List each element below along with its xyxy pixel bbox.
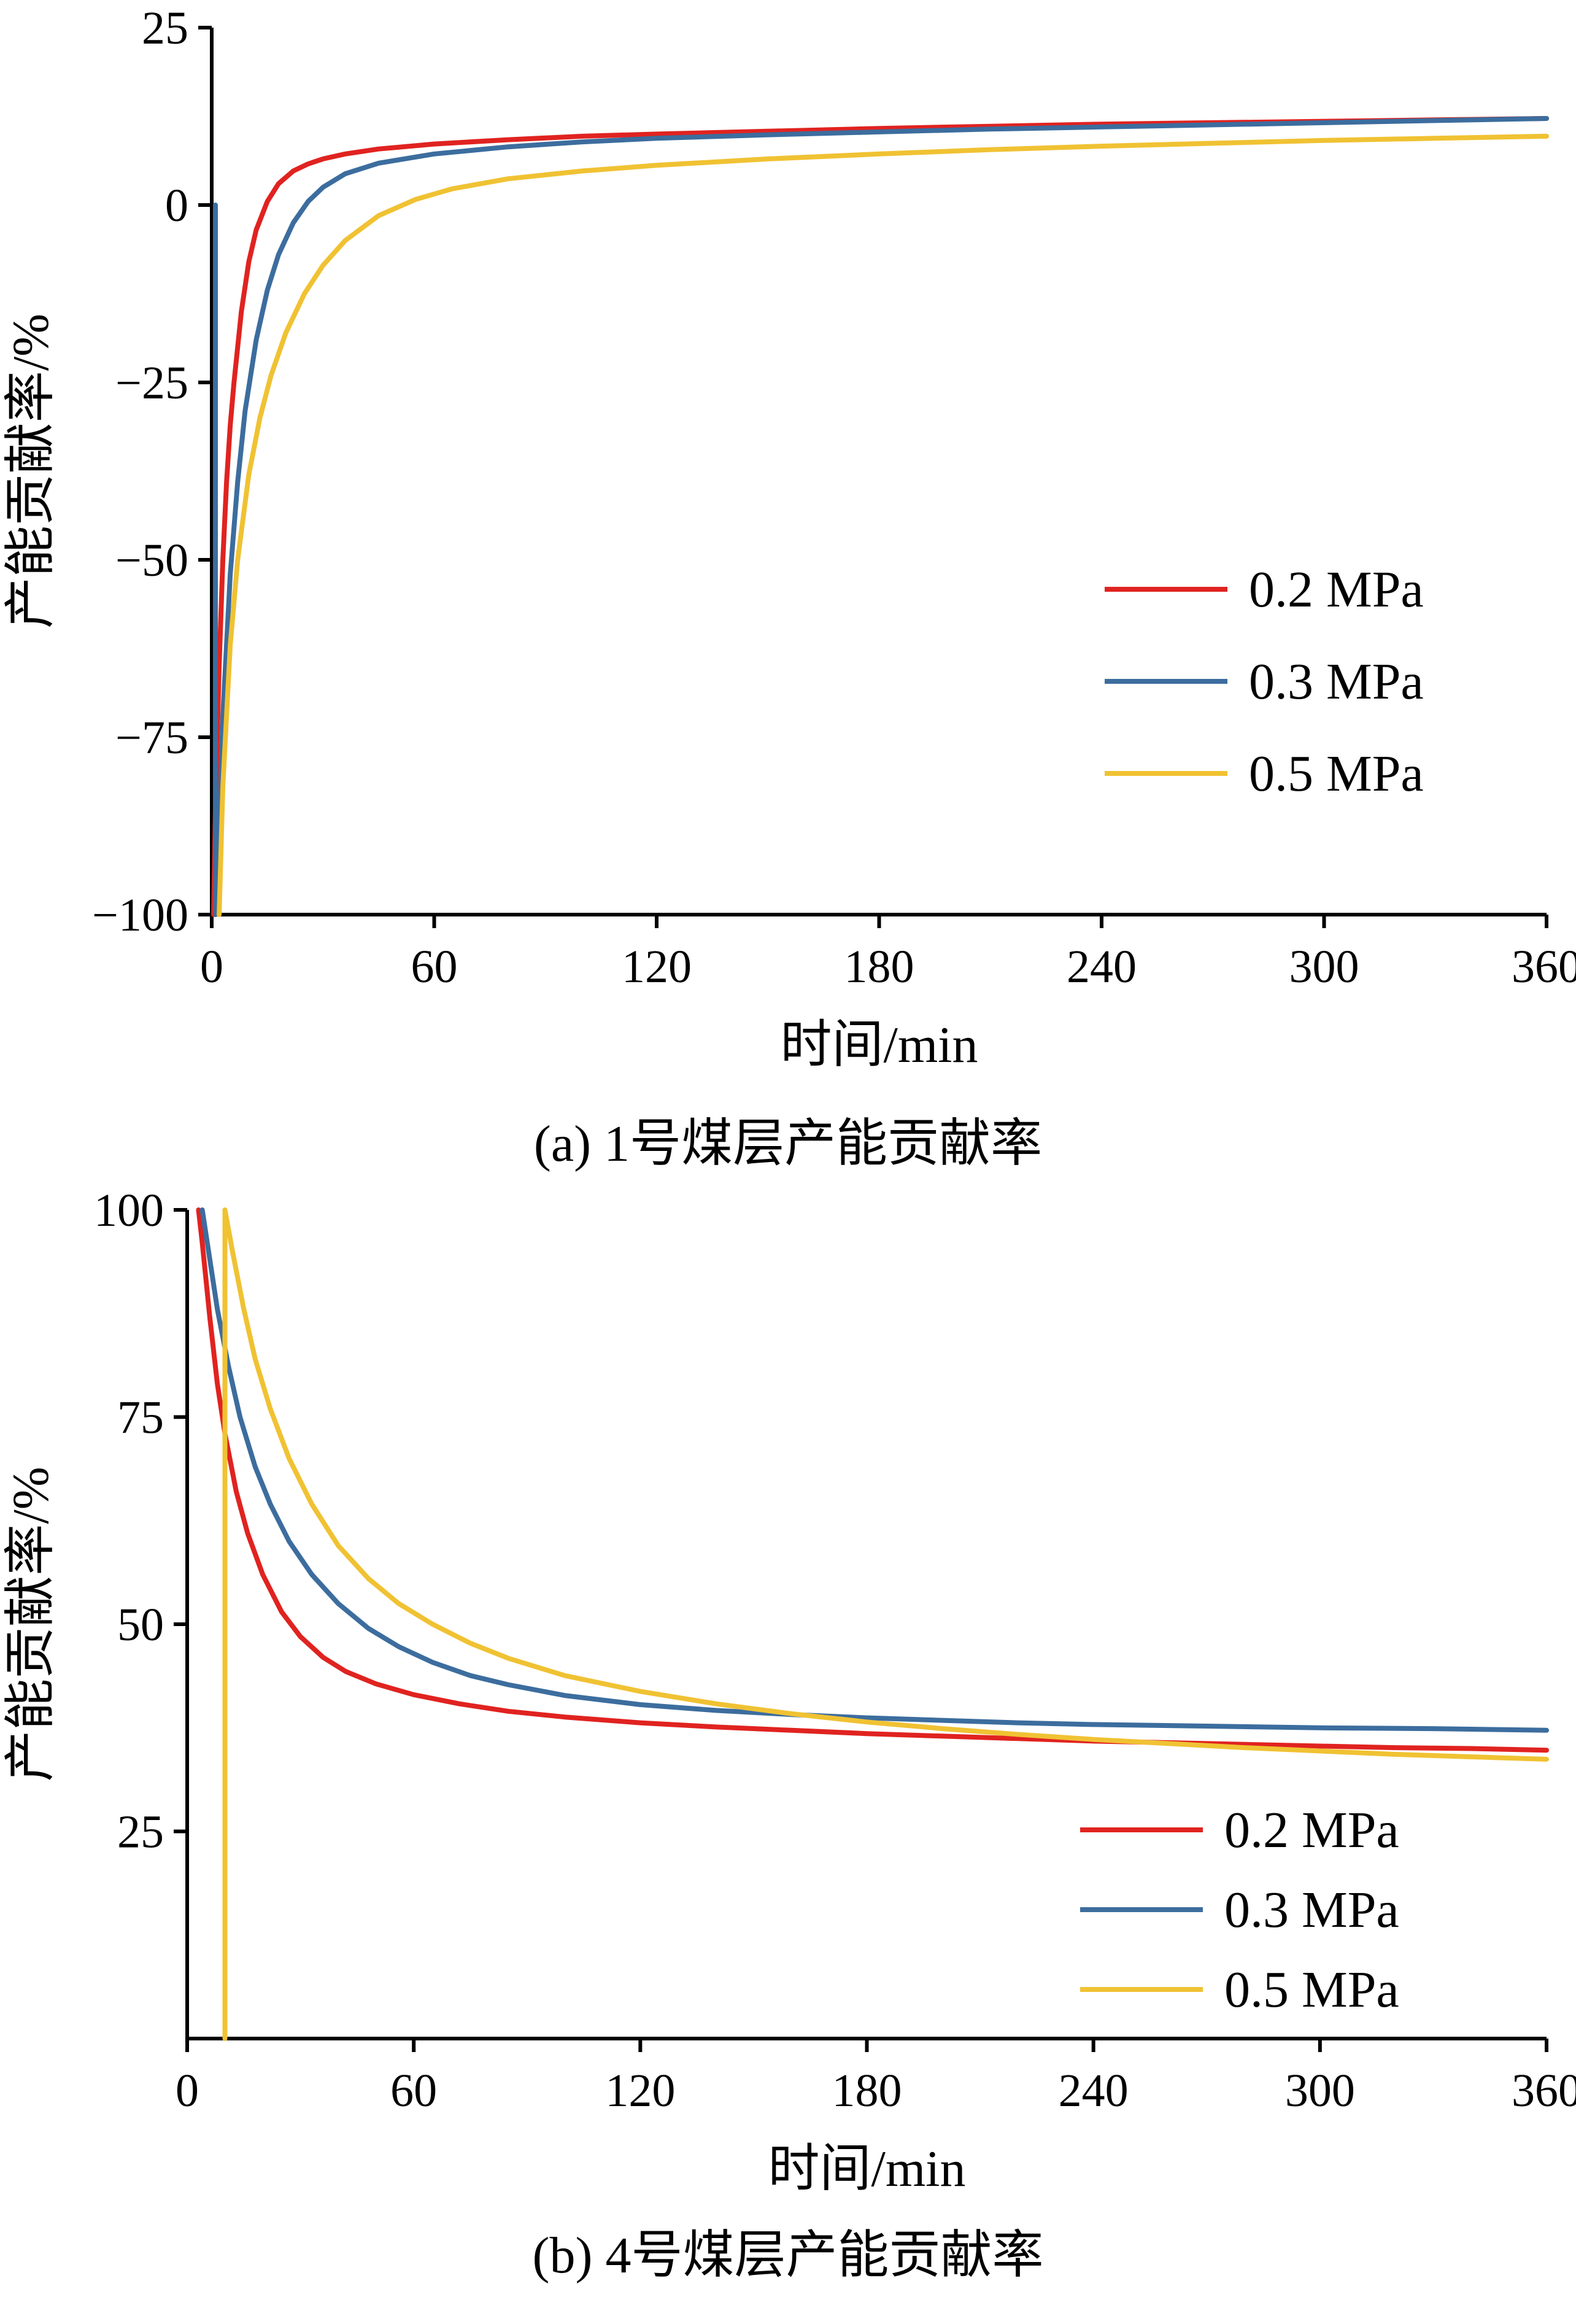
legend-label: 0.3 MPa — [1224, 1881, 1399, 1939]
x-tick-label: 300 — [1289, 941, 1359, 993]
y-tick-label: 75 — [117, 1392, 164, 1443]
x-tick-label: 60 — [411, 941, 458, 993]
series-line-0.5MPa — [222, 1207, 1549, 2041]
y-tick-label: −50 — [115, 535, 188, 586]
series-line-0.3MPa — [213, 116, 1549, 917]
chart-a-canvas: 0 60 120 180 240 300 360 −100 −75 −50 −25 0 25 时间/min… — [2, 6, 1576, 1074]
y-tick-label: −100 — [92, 889, 188, 941]
x-tick-label: 300 — [1285, 2065, 1355, 2117]
x-tick-label: 60 — [390, 2065, 437, 2117]
series-line-0.2MPa — [211, 116, 1549, 917]
y-tick-label: 0 — [165, 180, 188, 231]
chart-b-block: 0 60 120 180 240 300 360 25 50 75 100 时间/min 产能贡献率/%… — [0, 1191, 1576, 2287]
legend-label: 0.2 MPa — [1224, 1802, 1399, 1859]
y-tick-label: 25 — [142, 6, 188, 54]
chart-b-caption: (b) 4号煤层产能贡献率 — [532, 2226, 1044, 2284]
legend-label: 0.3 MPa — [1249, 653, 1424, 710]
y-tick-label: 50 — [117, 1599, 164, 1651]
x-axis-title: 时间/min — [780, 1017, 978, 1074]
y-tick-label: 100 — [94, 1191, 164, 1236]
series-line-0.2MPa — [196, 1207, 1549, 1753]
x-tick-label: 120 — [622, 941, 692, 993]
x-tick-label: 0 — [200, 941, 223, 993]
series-line-0.5MPa — [217, 133, 1549, 917]
x-tick-label: 180 — [844, 941, 914, 993]
x-tick-label: 180 — [832, 2065, 902, 2117]
x-tick-label: 0 — [176, 2065, 199, 2117]
chart-b-canvas: 0 60 120 180 240 300 360 25 50 75 100 时间/min 产能贡献率/%… — [2, 1191, 1576, 2198]
legend-label: 0.2 MPa — [1249, 561, 1424, 618]
y-axis-title: 产能贡献率/% — [2, 314, 60, 629]
x-tick-label: 360 — [1512, 941, 1576, 993]
chart-a-caption: (a) 1号煤层产能贡献率 — [533, 1115, 1043, 1172]
legend-label: 0.5 MPa — [1249, 745, 1424, 802]
x-tick-label: 120 — [605, 2065, 675, 2117]
legend-label: 0.5 MPa — [1224, 1961, 1399, 2018]
y-tick-label: 25 — [117, 1806, 164, 1857]
chart-a-block: 0 60 120 180 240 300 360 −100 −75 −50 −25 0 25 时间/min… — [0, 6, 1576, 1176]
series-line-0.3MPa — [199, 1207, 1549, 1733]
y-tick-label: −25 — [115, 357, 188, 409]
x-tick-label: 360 — [1512, 2065, 1576, 2117]
y-tick-label: −75 — [115, 712, 188, 764]
x-tick-label: 240 — [1059, 2065, 1129, 2117]
y-axis-title: 产能贡献率/% — [2, 1466, 60, 1781]
x-tick-label: 240 — [1067, 941, 1137, 993]
x-axis-title: 时间/min — [768, 2140, 965, 2198]
